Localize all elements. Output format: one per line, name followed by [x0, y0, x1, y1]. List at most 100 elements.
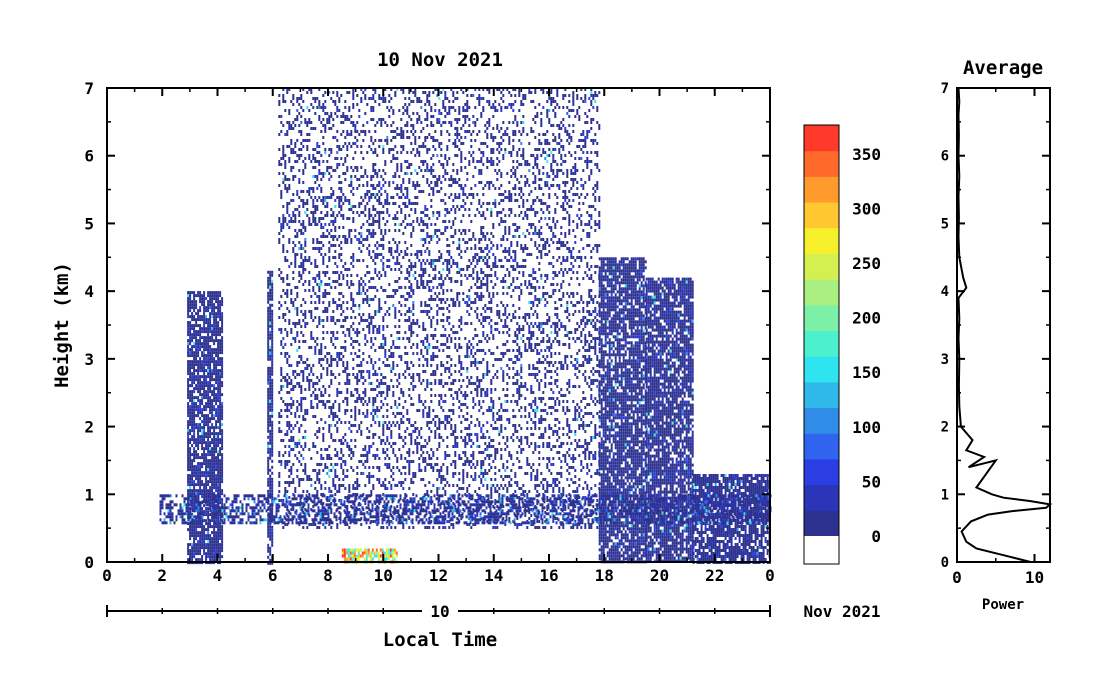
- heatmap-cell: [310, 379, 313, 382]
- heatmap-cell: [336, 307, 339, 310]
- heatmap-cell: [424, 526, 427, 529]
- heatmap-cell: [444, 382, 447, 385]
- heatmap-cell: [199, 531, 202, 535]
- heatmap-cell: [278, 412, 281, 415]
- heatmap-cell: [209, 477, 212, 481]
- heatmap-cell: [388, 250, 391, 253]
- heatmap-cell: [394, 172, 397, 175]
- heatmap-cell: [219, 447, 222, 451]
- heatmap-cell: [288, 145, 291, 148]
- heatmap-cell: [213, 333, 216, 337]
- heatmap-cell: [338, 484, 341, 487]
- heatmap-cell: [211, 339, 214, 343]
- heatmap-cell: [267, 531, 270, 535]
- heatmap-cell: [392, 181, 395, 184]
- heatmap-cell: [271, 429, 274, 433]
- heatmap-cell: [217, 321, 220, 325]
- heatmap-cell: [386, 424, 389, 427]
- heatmap-cell: [280, 352, 283, 355]
- heatmap-cell: [205, 348, 208, 352]
- heatmap-cell: [430, 466, 433, 469]
- heatmap-cell: [326, 214, 329, 217]
- heatmap-cell: [382, 415, 385, 418]
- heatmap-cell: [271, 435, 274, 439]
- heatmap-cell: [213, 360, 216, 364]
- heatmap-cell: [203, 510, 206, 514]
- heatmap-cell: [312, 175, 315, 178]
- heatmap-cell: [392, 238, 395, 241]
- heatmap-cell: [280, 388, 283, 391]
- heatmap-cell: [400, 304, 403, 307]
- heatmap-cell: [267, 300, 270, 304]
- heatmap-cell: [310, 223, 313, 226]
- heatmap-cell: [294, 124, 297, 127]
- heatmap-cell: [434, 268, 437, 271]
- heatmap-cell: [314, 445, 317, 448]
- heatmap-cell: [302, 100, 305, 103]
- heatmap-cell: [191, 384, 194, 388]
- heatmap-cell: [197, 435, 200, 439]
- heatmap-cell: [282, 439, 285, 442]
- heatmap-cell: [316, 478, 319, 481]
- heatmap-cell: [219, 396, 222, 400]
- heatmap-cell: [334, 112, 337, 115]
- heatmap-cell: [376, 454, 379, 457]
- heatmap-cell: [442, 409, 445, 412]
- heatmap-cell: [376, 523, 379, 526]
- heatmap-cell: [384, 487, 387, 490]
- heatmap-cell: [342, 145, 345, 148]
- heatmap-cell: [368, 271, 371, 274]
- heatmap-cell: [350, 316, 353, 319]
- heatmap-cell: [382, 265, 385, 268]
- heatmap-cell: [324, 289, 327, 292]
- heatmap-cell: [342, 436, 345, 439]
- heatmap-cell: [195, 534, 198, 538]
- heatmap-cell: [187, 549, 190, 553]
- heatmap-cell: [306, 121, 309, 124]
- heatmap-cell: [350, 274, 353, 277]
- heatmap-cell: [400, 136, 403, 139]
- heatmap-cell: [314, 127, 317, 130]
- heatmap-cell: [314, 415, 317, 418]
- heatmap-cell: [444, 259, 447, 262]
- heatmap-cell: [187, 306, 190, 310]
- heatmap-cell: [388, 214, 391, 217]
- heatmap-cell: [306, 259, 309, 262]
- heatmap-cell: [298, 214, 301, 217]
- heatmap-cell: [288, 355, 291, 358]
- heatmap-cell: [346, 280, 349, 283]
- heatmap-cell: [396, 346, 399, 349]
- heatmap-cell: [316, 451, 319, 454]
- heatmap-cell: [376, 256, 379, 259]
- heatmap-cell: [201, 480, 204, 484]
- heatmap-cell: [271, 423, 274, 427]
- heatmap-cell: [189, 423, 192, 427]
- heatmap-cell: [201, 555, 204, 559]
- heatmap-cell: [386, 358, 389, 361]
- heatmap-cell: [294, 265, 297, 268]
- heatmap-cell: [306, 379, 309, 382]
- heatmap-cell: [320, 346, 323, 349]
- heatmap-cell: [209, 351, 212, 355]
- heatmap-cell: [336, 391, 339, 394]
- heatmap-cell: [205, 396, 208, 400]
- heatmap-cell: [300, 130, 303, 133]
- heatmap-cell: [364, 343, 367, 346]
- heatmap-cell: [352, 205, 355, 208]
- heatmap-cell: [418, 409, 421, 412]
- heatmap-cell: [410, 253, 413, 256]
- heatmap-cell: [326, 448, 329, 451]
- heatmap-cell: [398, 382, 401, 385]
- heatmap-cell: [442, 262, 445, 265]
- heatmap-cell: [336, 421, 339, 424]
- heatmap-cell: [193, 531, 196, 535]
- heatmap-cell: [290, 151, 293, 154]
- heatmap-cell: [191, 414, 194, 418]
- heatmap-cell: [280, 277, 283, 280]
- heatmap-cell: [197, 363, 200, 367]
- heatmap-cell: [271, 330, 274, 334]
- heatmap-cell: [280, 226, 283, 229]
- heatmap-cell: [213, 291, 216, 295]
- heatmap-cell: [326, 112, 329, 115]
- heatmap-cell: [338, 148, 341, 151]
